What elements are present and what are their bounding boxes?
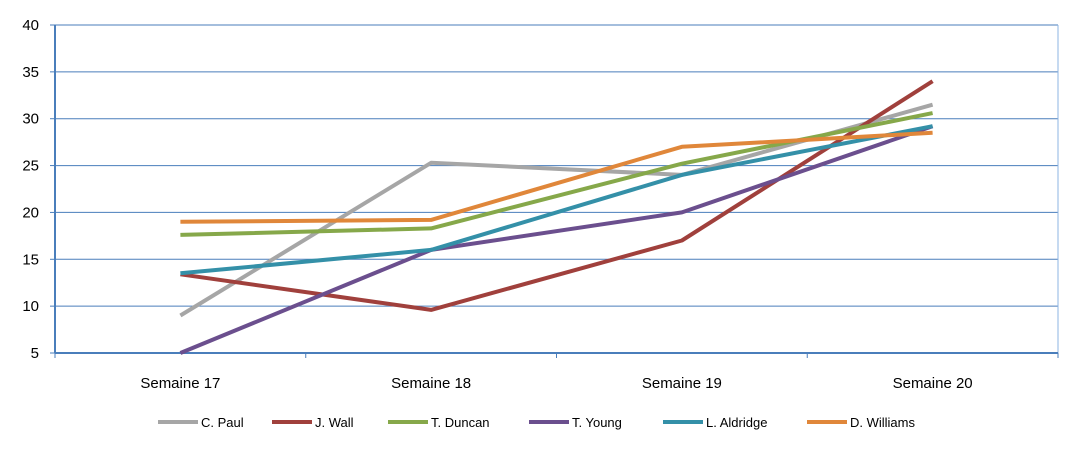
legend-label: D. Williams <box>850 415 915 430</box>
legend-item-d-williams: D. Williams <box>807 415 915 430</box>
x-tick-label: Semaine 20 <box>893 375 973 392</box>
legend-item-t-duncan: T. Duncan <box>388 415 490 430</box>
legend-label: J. Wall <box>315 415 354 430</box>
x-tick-label: Semaine 18 <box>391 375 471 392</box>
legend-label: T. Young <box>572 415 622 430</box>
y-tick-label: 5 <box>31 345 39 362</box>
legend-label: T. Duncan <box>431 415 490 430</box>
x-tick-label: Semaine 19 <box>642 375 722 392</box>
y-tick-label: 40 <box>22 17 39 34</box>
legend: C. Paul J. Wall T. Duncan T. Young L. Aldrid… <box>158 415 915 430</box>
legend-item-l-aldridge: L. Aldridge <box>663 415 767 430</box>
y-tick-label: 20 <box>22 204 39 221</box>
axes: 5 10 15 20 25 30 35 40 Semaine 17 Semaine 18 Semai… <box>22 17 1059 392</box>
series-line-l-aldridge <box>180 124 933 276</box>
legend-item-j-wall: J. Wall <box>272 415 354 430</box>
series-line-t-duncan <box>180 111 933 237</box>
legend-item-t-young: T. Young <box>529 415 622 430</box>
series-line-d-williams <box>180 130 933 224</box>
y-tick-label: 30 <box>22 111 39 128</box>
legend-item-c-paul: C. Paul <box>158 415 244 430</box>
series-line-j-wall <box>180 79 934 312</box>
y-tick-label: 25 <box>22 158 39 175</box>
legend-label: L. Aldridge <box>706 415 767 430</box>
y-tick-label: 35 <box>22 64 39 81</box>
y-tick-label: 15 <box>22 251 39 268</box>
x-tick-label: Semaine 17 <box>140 375 220 392</box>
gridlines <box>55 24 1058 307</box>
series-line-t-young <box>179 124 934 355</box>
series-lines <box>179 79 934 355</box>
legend-label: C. Paul <box>201 415 244 430</box>
y-tick-label: 10 <box>22 298 39 315</box>
